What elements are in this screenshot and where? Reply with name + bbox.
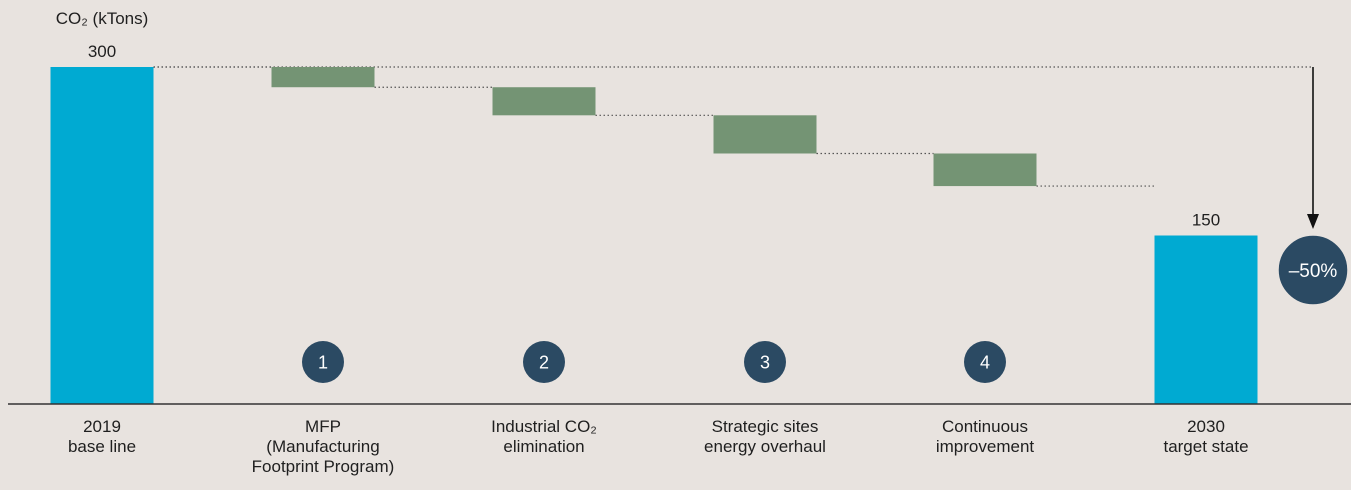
total-bar <box>1154 235 1258 404</box>
change-badge-circle <box>1277 234 1349 306</box>
category-label: Industrial CO₂ elimination <box>491 417 597 456</box>
step-badge-number: 4 <box>980 353 990 373</box>
unit-label: CO₂ (kTons) <box>56 9 149 28</box>
category-labels: 2019 base line MFP (Manufacturing Footprint … <box>68 417 1249 476</box>
category-label: MFP (Manufacturing Footprint Program) <box>252 417 395 476</box>
change-arrow-head <box>1307 214 1319 229</box>
bar-value-label: 300 <box>88 42 116 61</box>
step-badge-number: 3 <box>760 353 770 373</box>
step-badge-number: 2 <box>539 353 549 373</box>
step-badge-circle <box>302 341 344 383</box>
category-label: 2019 base line <box>68 417 136 456</box>
step-badge-circle <box>523 341 565 383</box>
category-label: 2030 target state <box>1163 417 1248 456</box>
step-badges: 1 2 3 4 <box>302 341 1006 383</box>
step-badge-circle <box>964 341 1006 383</box>
category-label: Strategic sites energy overhaul <box>704 417 826 456</box>
delta-bar <box>271 67 375 88</box>
bar-value-label: 150 <box>1192 211 1220 230</box>
delta-bar <box>933 153 1037 187</box>
category-label: Continuous improvement <box>936 417 1035 456</box>
step-badge-number: 1 <box>318 353 328 373</box>
delta-bar <box>713 115 817 154</box>
change-badge-label: –50% <box>1289 261 1338 282</box>
step-badge-circle <box>744 341 786 383</box>
change-marker: –50% <box>1277 67 1349 306</box>
delta-bar <box>492 87 596 116</box>
bars <box>50 67 1258 404</box>
total-bar <box>50 67 154 404</box>
value-labels: 300 150 <box>88 42 1220 230</box>
